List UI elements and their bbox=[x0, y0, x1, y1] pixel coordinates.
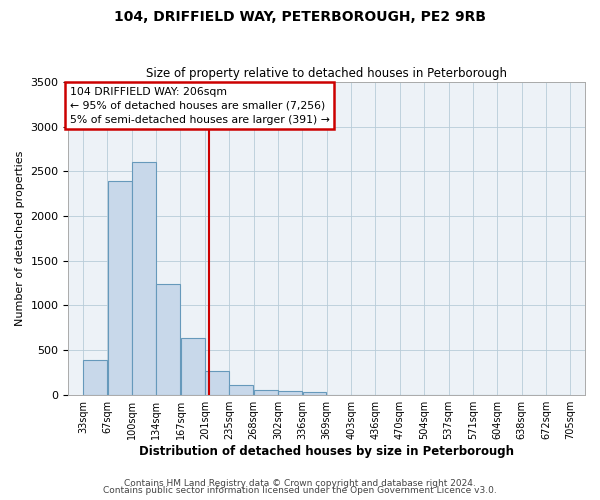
Bar bbox=[254, 390, 278, 394]
X-axis label: Distribution of detached houses by size in Peterborough: Distribution of detached houses by size … bbox=[139, 444, 514, 458]
Text: 104 DRIFFIELD WAY: 206sqm
← 95% of detached houses are smaller (7,256)
5% of sem: 104 DRIFFIELD WAY: 206sqm ← 95% of detac… bbox=[70, 86, 329, 124]
Bar bbox=[278, 391, 302, 394]
Bar bbox=[83, 360, 107, 394]
Bar bbox=[157, 284, 180, 395]
Bar bbox=[205, 372, 229, 394]
Bar bbox=[132, 162, 156, 394]
Bar bbox=[229, 386, 253, 394]
Y-axis label: Number of detached properties: Number of detached properties bbox=[15, 150, 25, 326]
Text: 104, DRIFFIELD WAY, PETERBOROUGH, PE2 9RB: 104, DRIFFIELD WAY, PETERBOROUGH, PE2 9R… bbox=[114, 10, 486, 24]
Text: Contains HM Land Registry data © Crown copyright and database right 2024.: Contains HM Land Registry data © Crown c… bbox=[124, 478, 476, 488]
Bar bbox=[181, 338, 205, 394]
Title: Size of property relative to detached houses in Peterborough: Size of property relative to detached ho… bbox=[146, 66, 507, 80]
Text: Contains public sector information licensed under the Open Government Licence v3: Contains public sector information licen… bbox=[103, 486, 497, 495]
Bar bbox=[302, 392, 326, 394]
Bar bbox=[107, 181, 131, 394]
